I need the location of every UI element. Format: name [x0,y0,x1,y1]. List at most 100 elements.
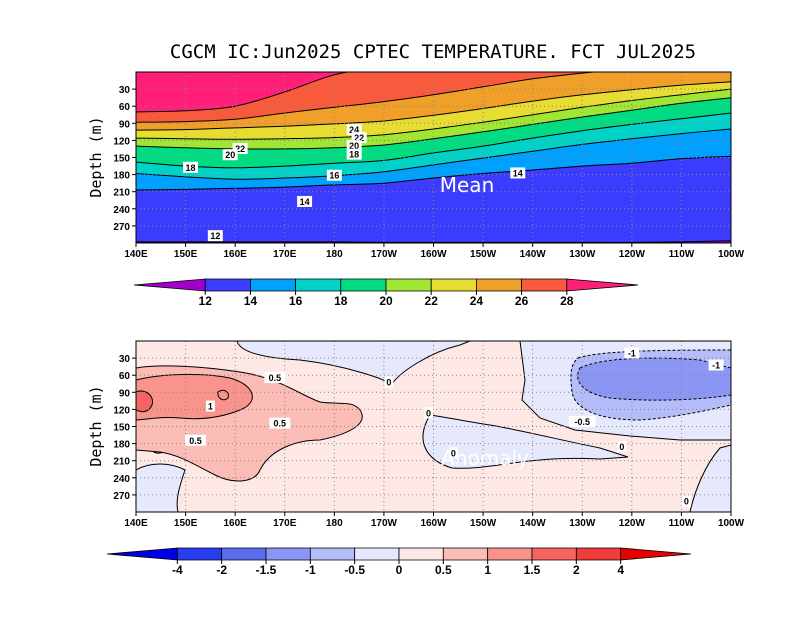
mean-colorbar-swatch [133,278,206,292]
anomaly-colorbar-swatch [265,547,311,561]
anomaly-contour-label: 1 [208,402,213,412]
mean-y-tick-label: 210 [113,188,130,199]
anomaly-y-axis: 30 60 90 120 150 180 210 240 270 [113,354,136,502]
mean-contour-label-bg [183,161,199,173]
anomaly-contour-label-bg [185,434,206,446]
mean-colorbar-swatch [385,278,432,292]
anomaly-contour-label: 0 [451,448,456,458]
anomaly-y-tick-label: 30 [119,354,131,365]
mean-y-axis-label: Depth (m) [87,116,105,197]
anomaly-colorbar-swatch [106,547,178,561]
anomaly-neg-sw [136,463,186,512]
anomaly-y-tick-label: 60 [119,371,131,382]
chart-title: CGCM IC:Jun2025 CPTEC TEMPERATURE. FCT J… [170,41,696,63]
anomaly-colorbar-swatch [398,547,444,561]
anomaly-x-tick-label: 140W [520,518,547,529]
anomaly-contour-label: 0 [386,378,391,388]
mean-colorbar-swatch [566,278,639,292]
anomaly-x-tick-label: 150E [174,518,198,529]
anomaly-contour-label-bg [624,347,640,359]
anomaly-neg-mid [422,414,629,469]
anomaly-pos-1.5 [136,390,154,413]
mean-x-tick-label: 150W [470,249,497,260]
anomaly-contour-label: 0.5 [269,373,282,383]
anomaly-colorbar-label: -1.5 [256,563,277,577]
anomaly-colorbar-swatch [487,547,533,561]
mean-y-tick-label: 270 [113,222,130,233]
mean-contour-label: 16 [329,171,339,181]
anomaly-neg-1 [577,357,731,401]
mean-x-tick-label: 160E [223,249,247,260]
anomaly-x-tick-label: 170E [273,518,297,529]
anomaly-colorbar-label: 0.5 [435,563,452,577]
isotherm-12 [136,240,731,243]
mean-colorbar-label: 22 [425,294,439,308]
mean-colorbar-swatch [295,278,342,292]
mean-contour-label-bg [297,195,313,207]
mean-contour-label: 20 [225,150,235,160]
anomaly-contour-label: 0.5 [274,419,287,429]
mean-contour-label: 14 [300,197,310,207]
anomaly-colorbar-label: 0 [396,563,403,577]
anomaly-colorbar-label: 4 [617,563,624,577]
anomaly-y-tick-label: 240 [113,474,130,485]
anomaly-colorbar-swatch [176,547,223,561]
anomaly-x-tick-label: 140E [124,518,148,529]
anomaly-colorbar-label: 1.5 [524,563,541,577]
mean-contour-label: 22 [354,133,364,143]
mean-contour-label: 14 [513,168,523,178]
anomaly-colorbar-swatch [221,547,267,561]
anomaly-y-tick-label: 270 [113,491,130,502]
anomaly-pos-1 [136,373,253,421]
mean-colorbar-swatch [521,278,568,292]
mean-contour-label-bg [232,142,248,154]
anomaly-x-tick-label: 160E [223,518,247,529]
anomaly-colorbar-swatch [575,547,622,561]
anomaly-x-tick-label: 180 [326,518,343,529]
anomaly-contour-label: 0 [426,408,431,418]
anomaly-colorbar-swatch [309,547,356,561]
mean-colorbar-label: 20 [379,294,393,308]
mean-contour-label-bg [510,167,526,179]
anomaly-contour-label: 0.5 [189,436,202,446]
mean-contour-label-bg [346,140,362,152]
mean-y-tick-label: 180 [113,171,130,182]
mean-x-tick-label: 130W [569,249,596,260]
anomaly-contour-label: -0.5 [574,417,590,427]
anomaly-contour-labels: 0.5 1 0.5 0.5 0 0 0 0 0 -0.5 -1 -1 [185,347,724,507]
anomaly-x-tick-label: 100W [718,518,745,529]
mean-y-tick-label: 30 [119,85,131,96]
mean-colorbar-swatch [250,278,296,292]
mean-x-tick-label: 170W [371,249,398,260]
mean-colorbar-swatch [476,278,522,292]
mean-x-tick-label: 150E [174,249,198,260]
anomaly-x-tick-label: 150W [470,518,497,529]
mean-contour-label-bg [326,169,342,181]
anomaly-y-tick-label: 180 [113,440,130,451]
mean-colorbar-label: 12 [199,294,213,308]
mean-x-tick-label: 170E [273,249,297,260]
mean-y-tick-label: 150 [113,154,130,165]
mean-colorbar-swatch [430,278,477,292]
mean-y-tick-label: 60 [119,102,131,113]
anomaly-colorbar: -4 -2 -1.5 -1 -0.5 0 0.5 1 1.5 2 4 [106,547,692,577]
mean-y-tick-label: 120 [113,136,130,147]
anomaly-colorbar-label: -1 [305,563,316,577]
mean-contour-label: 18 [186,163,196,173]
mean-colorbar-label: 26 [515,294,529,308]
anomaly-contour-label-bg [384,376,394,388]
anomaly-contour-label-bg [681,495,691,507]
mean-x-tick-label: 140W [520,249,547,260]
mean-x-tick-label: 100W [718,249,745,260]
mean-annotation: Mean [440,173,495,197]
mean-contour-label-bg [222,149,238,161]
mean-colorbar-label: 18 [334,294,348,308]
anomaly-y-axis-label: Depth (m) [87,385,105,466]
anomaly-y-tick-label: 90 [119,388,131,399]
anomaly-x-tick-label: 160W [420,518,447,529]
anomaly-gridlines [136,341,731,512]
isotherm-26 [136,72,601,123]
mean-contour-label-bg [207,230,223,242]
